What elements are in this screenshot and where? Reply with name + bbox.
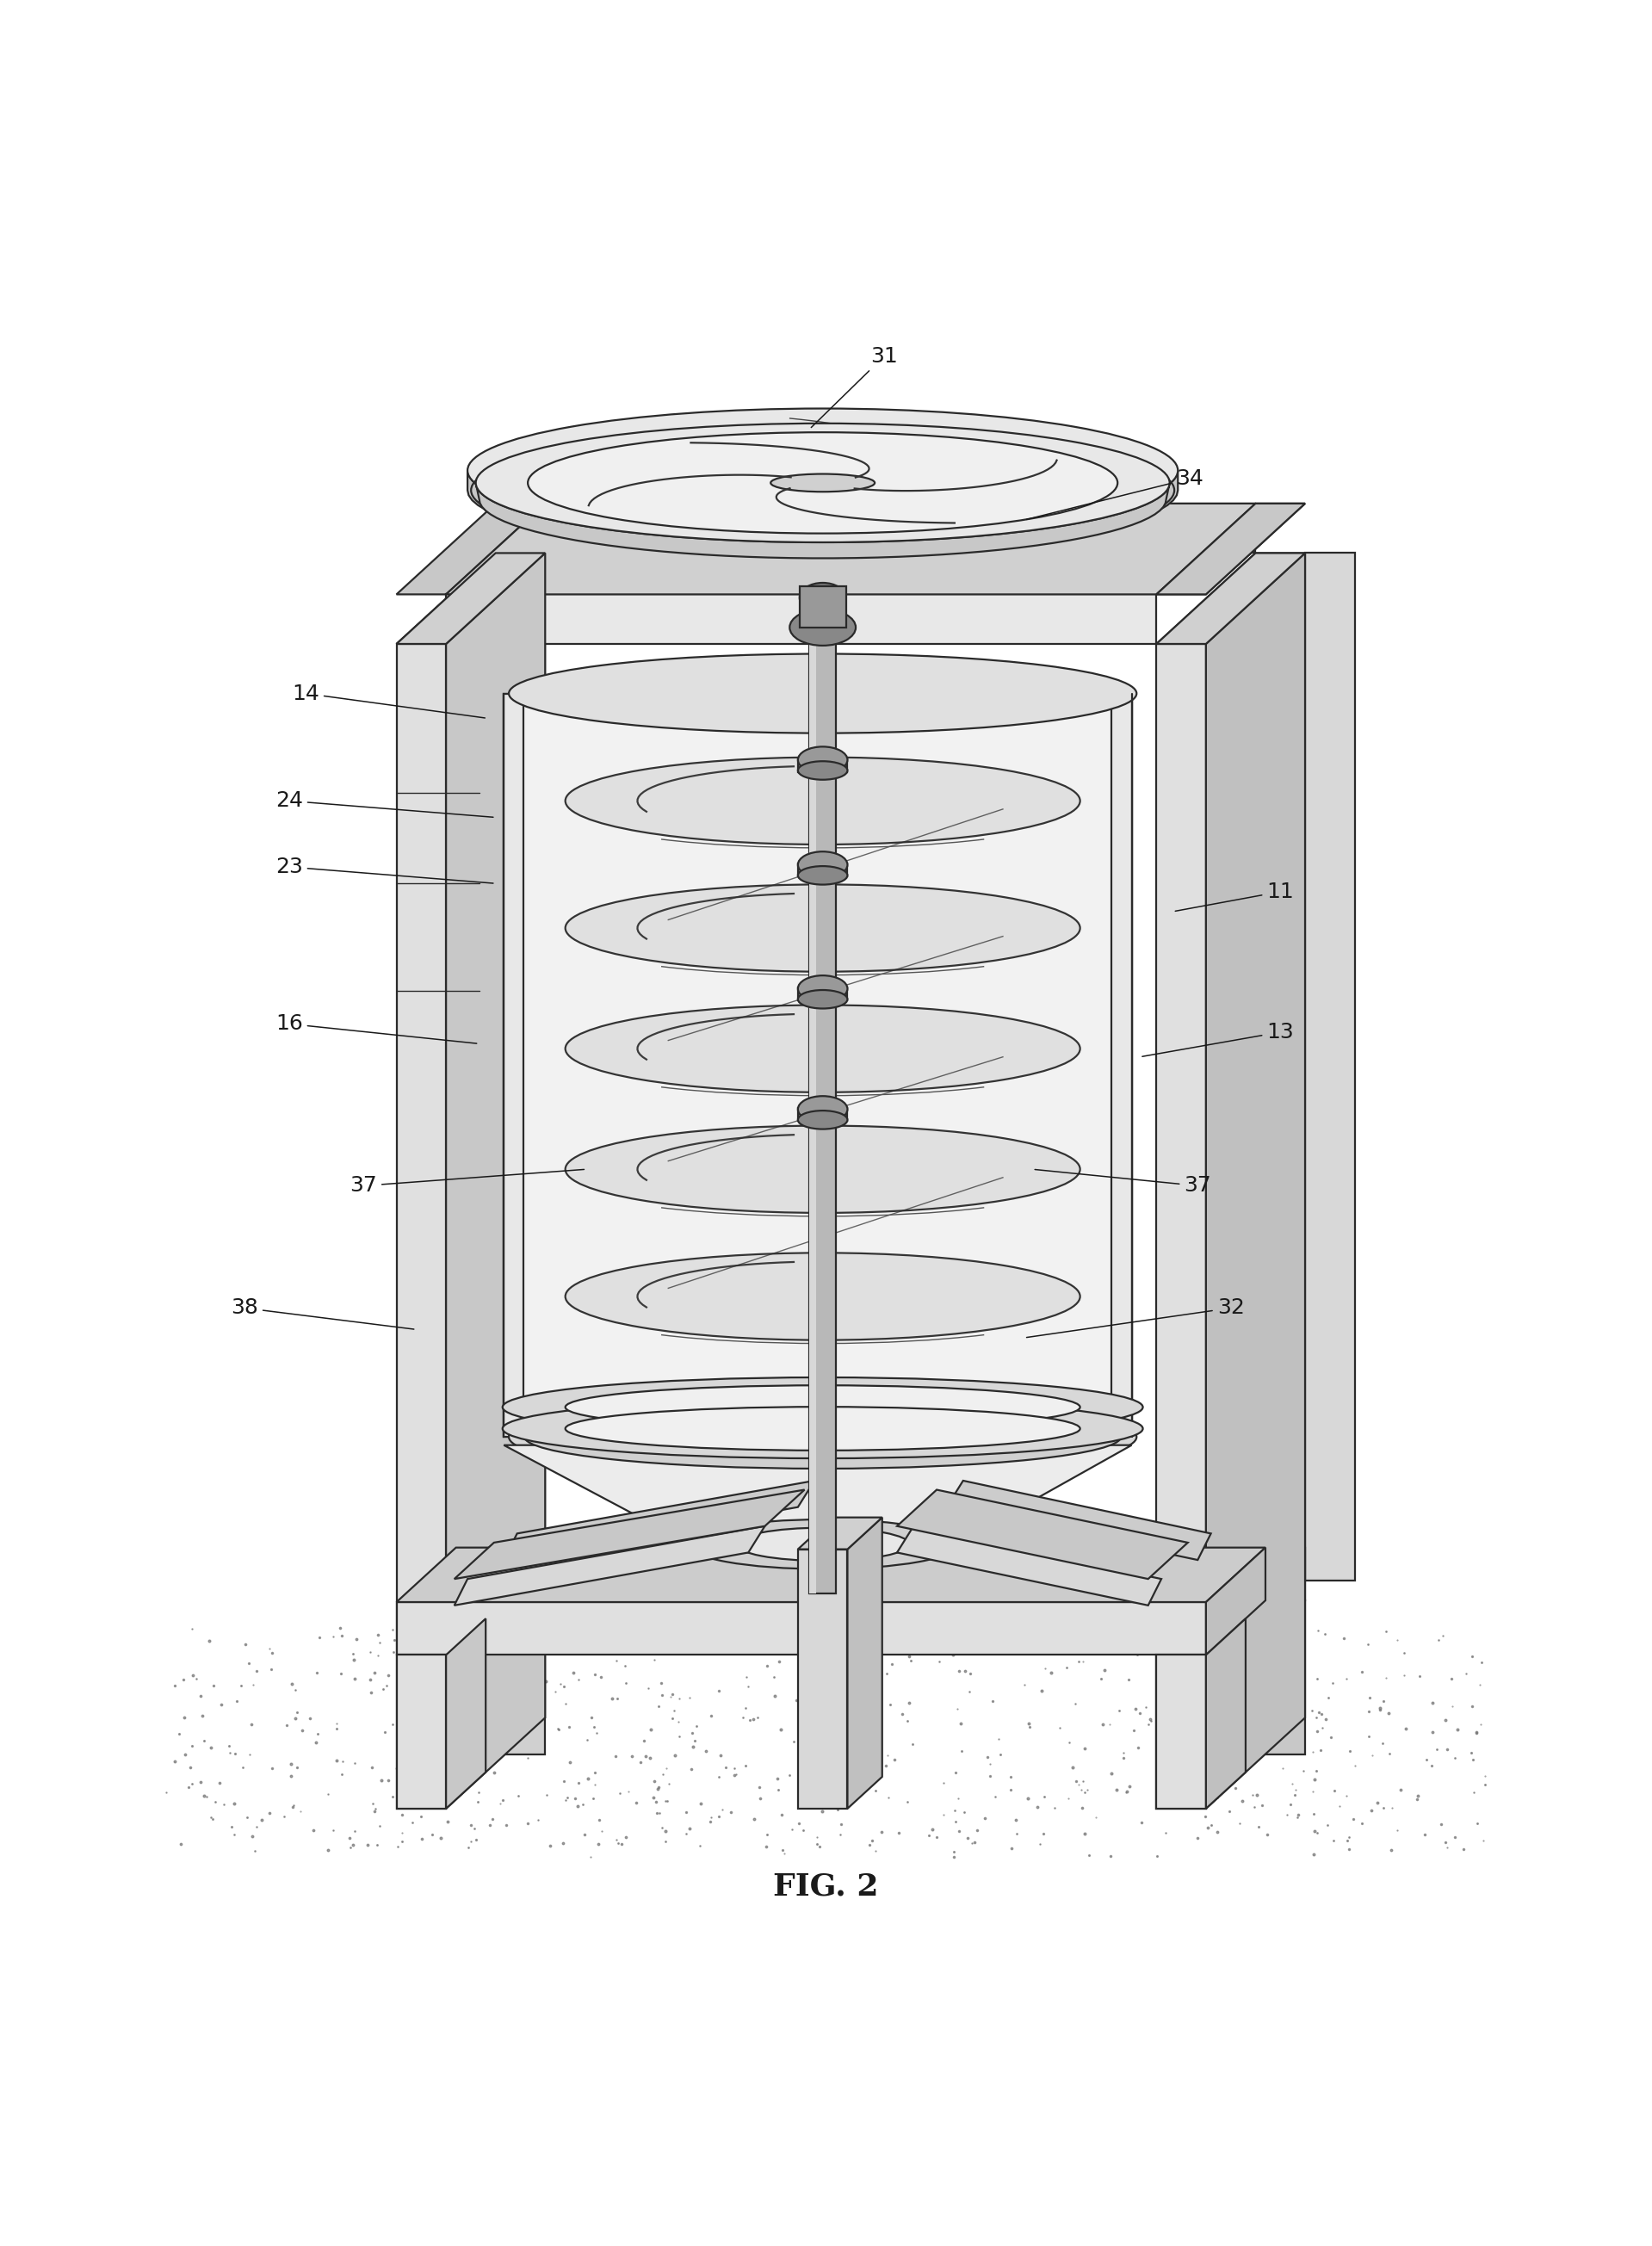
Polygon shape: [446, 503, 1256, 595]
Polygon shape: [947, 1480, 1211, 1561]
Ellipse shape: [525, 1406, 1122, 1469]
Polygon shape: [897, 1489, 1188, 1579]
Ellipse shape: [687, 1521, 958, 1570]
Ellipse shape: [565, 1386, 1080, 1428]
Polygon shape: [396, 1601, 1206, 1655]
Ellipse shape: [790, 609, 856, 645]
Ellipse shape: [502, 1399, 1143, 1458]
Ellipse shape: [565, 1125, 1080, 1213]
Ellipse shape: [798, 761, 847, 779]
Polygon shape: [809, 620, 836, 1595]
Polygon shape: [446, 553, 545, 1808]
Ellipse shape: [502, 1377, 1143, 1437]
Ellipse shape: [737, 1527, 910, 1561]
Polygon shape: [1156, 503, 1305, 595]
Polygon shape: [800, 586, 846, 627]
Ellipse shape: [798, 746, 847, 773]
Text: 34: 34: [1026, 469, 1203, 519]
Polygon shape: [1112, 694, 1132, 1437]
Polygon shape: [520, 1453, 781, 1545]
Polygon shape: [1156, 553, 1305, 645]
Polygon shape: [1156, 553, 1305, 645]
Text: 37: 37: [1034, 1170, 1211, 1197]
Polygon shape: [454, 1489, 805, 1579]
Text: 32: 32: [1026, 1298, 1244, 1336]
Polygon shape: [897, 1525, 1161, 1606]
Text: 23: 23: [276, 856, 494, 883]
Polygon shape: [396, 553, 545, 645]
Polygon shape: [798, 862, 847, 876]
Ellipse shape: [565, 757, 1080, 844]
Text: 31: 31: [811, 346, 897, 427]
Polygon shape: [396, 645, 446, 1808]
Text: 13: 13: [1142, 1022, 1294, 1056]
Ellipse shape: [565, 1253, 1080, 1341]
Text: 37: 37: [350, 1170, 585, 1197]
Polygon shape: [454, 1525, 765, 1606]
Polygon shape: [496, 1547, 1305, 1601]
Ellipse shape: [798, 990, 847, 1008]
Ellipse shape: [527, 431, 1117, 532]
Polygon shape: [1305, 553, 1355, 1581]
Ellipse shape: [800, 582, 846, 613]
Ellipse shape: [771, 474, 876, 492]
Polygon shape: [864, 1453, 1115, 1545]
Ellipse shape: [798, 851, 847, 878]
Text: 24: 24: [276, 791, 494, 818]
Polygon shape: [1206, 553, 1305, 1808]
Polygon shape: [798, 1518, 882, 1550]
Polygon shape: [504, 694, 524, 1437]
Polygon shape: [1156, 1655, 1206, 1808]
Ellipse shape: [758, 460, 887, 481]
Polygon shape: [809, 620, 816, 1595]
Polygon shape: [476, 483, 1170, 559]
Polygon shape: [496, 1601, 545, 1754]
Ellipse shape: [509, 654, 1137, 732]
Polygon shape: [545, 503, 1256, 553]
Polygon shape: [847, 1518, 882, 1808]
Polygon shape: [468, 469, 1178, 553]
Polygon shape: [396, 1547, 1265, 1601]
Ellipse shape: [798, 867, 847, 885]
Polygon shape: [446, 595, 1156, 645]
Polygon shape: [504, 1480, 814, 1561]
Polygon shape: [798, 759, 847, 773]
Polygon shape: [446, 1619, 486, 1808]
Polygon shape: [504, 694, 1132, 1437]
Ellipse shape: [565, 1004, 1080, 1092]
Polygon shape: [496, 553, 545, 1581]
Ellipse shape: [565, 885, 1080, 973]
Polygon shape: [1206, 1547, 1265, 1655]
Polygon shape: [1156, 645, 1206, 1808]
Polygon shape: [396, 1655, 446, 1808]
Ellipse shape: [449, 391, 1196, 550]
Text: 14: 14: [292, 683, 486, 719]
Text: 16: 16: [276, 1013, 477, 1044]
Text: FIG. 2: FIG. 2: [773, 1871, 879, 1900]
Ellipse shape: [468, 409, 1178, 532]
Polygon shape: [1206, 1619, 1246, 1808]
Ellipse shape: [565, 1406, 1080, 1451]
Polygon shape: [396, 553, 545, 645]
Polygon shape: [798, 1550, 847, 1808]
Polygon shape: [1156, 503, 1305, 595]
Text: 11: 11: [1175, 880, 1294, 912]
Polygon shape: [798, 1107, 847, 1121]
Polygon shape: [1256, 1601, 1305, 1754]
Polygon shape: [504, 1444, 1132, 1545]
Ellipse shape: [798, 975, 847, 1002]
Ellipse shape: [509, 1397, 1137, 1476]
Ellipse shape: [476, 424, 1170, 541]
Text: 38: 38: [231, 1298, 415, 1330]
Polygon shape: [396, 503, 545, 595]
Polygon shape: [798, 988, 847, 999]
Ellipse shape: [798, 1110, 847, 1130]
Ellipse shape: [798, 1096, 847, 1123]
